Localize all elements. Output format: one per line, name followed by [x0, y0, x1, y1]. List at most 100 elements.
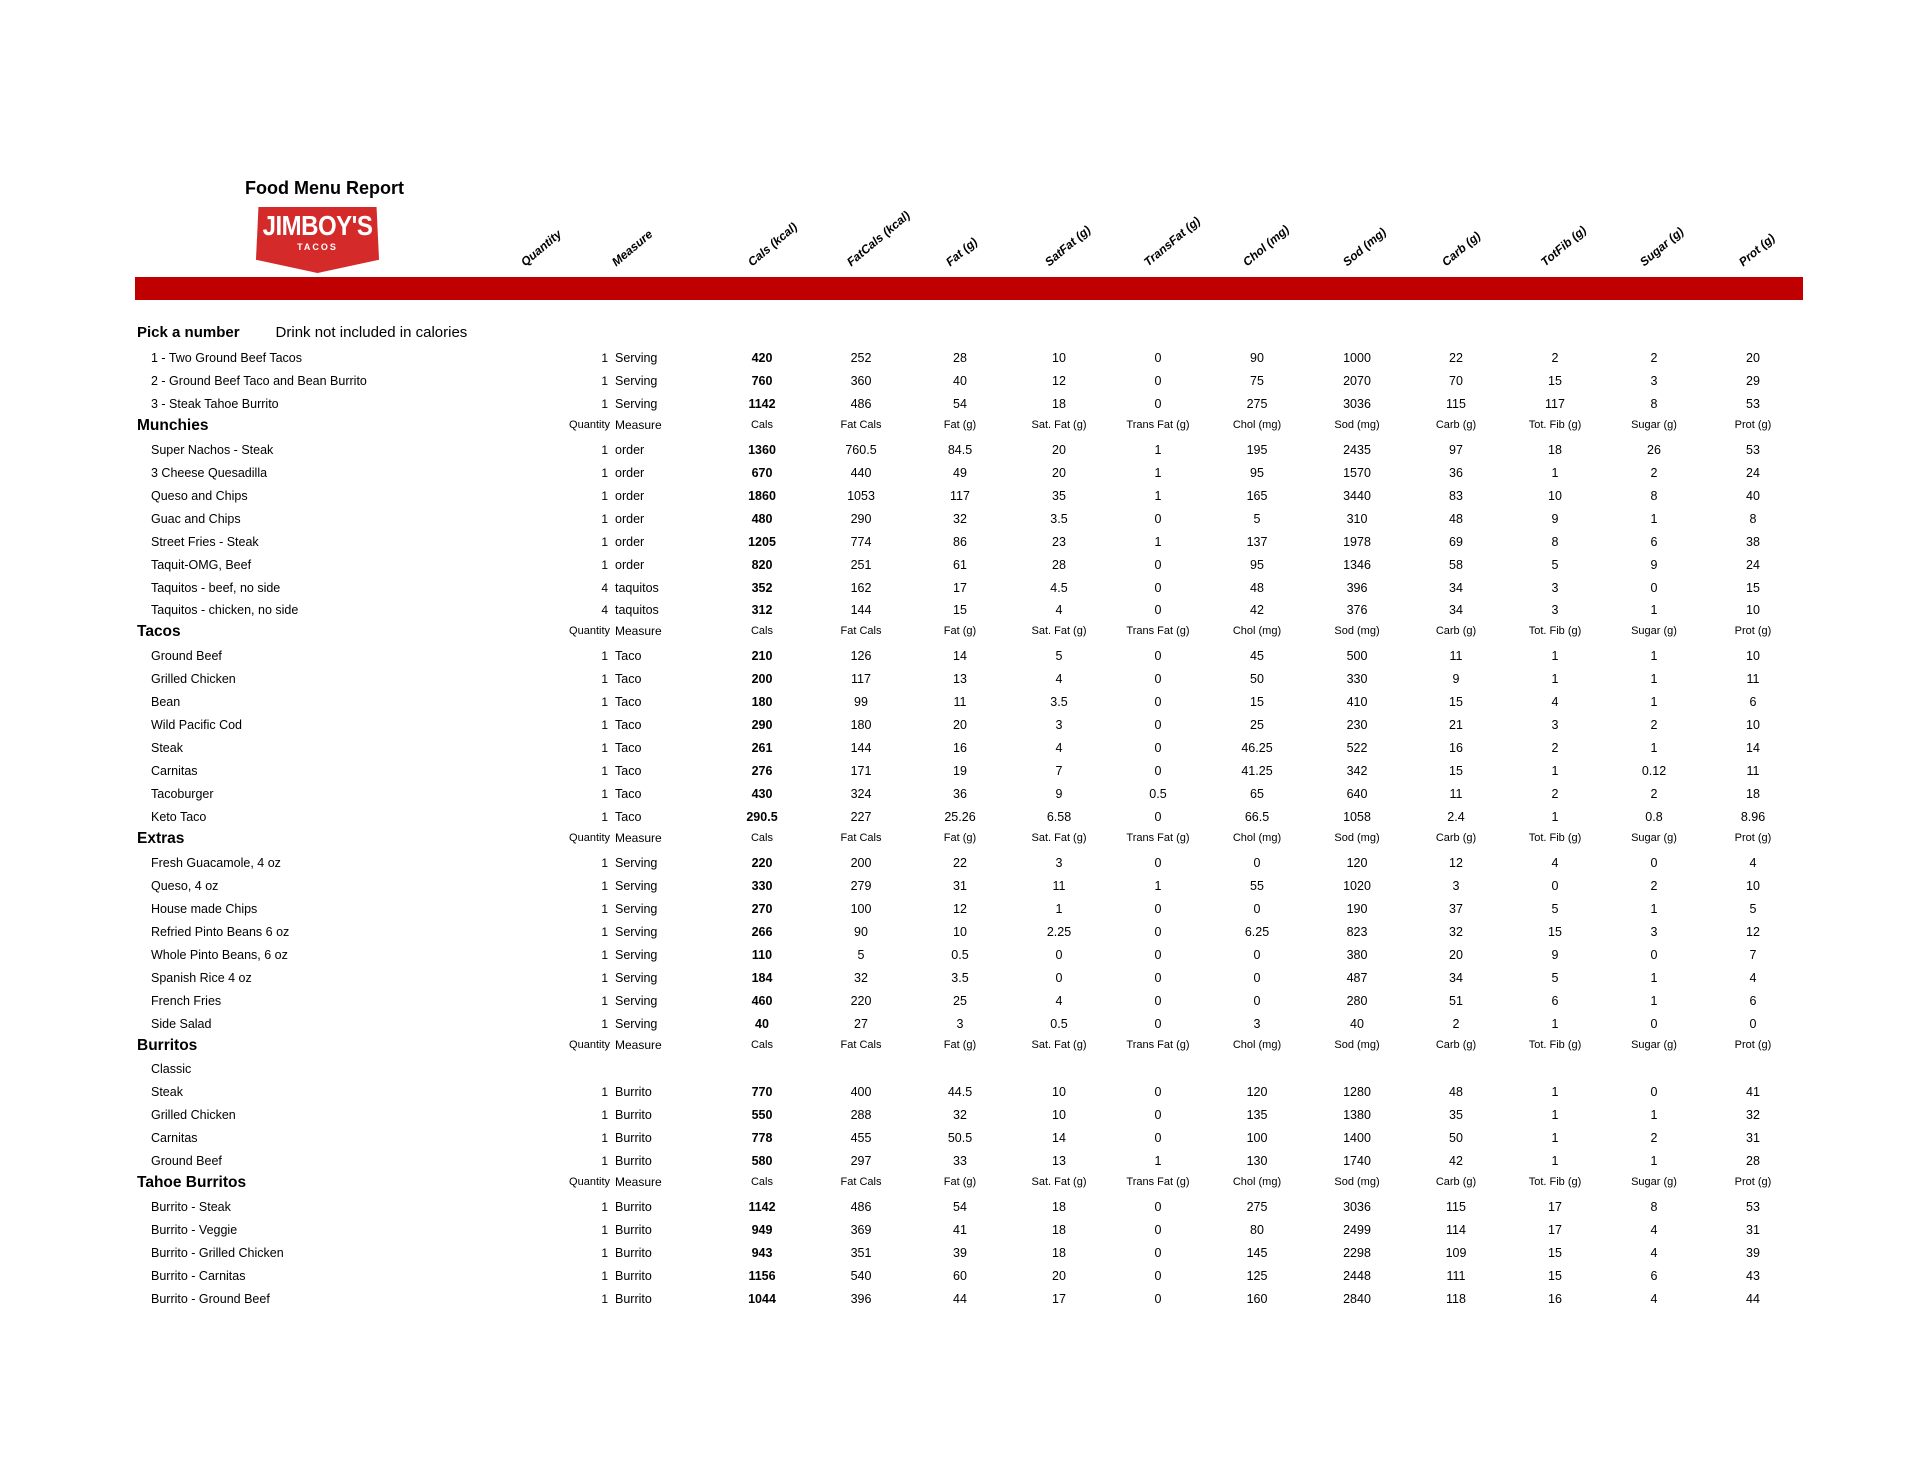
- item-value: 180: [751, 695, 773, 710]
- item-quantity: 1: [601, 649, 608, 664]
- item-value: 3: [1650, 373, 1658, 388]
- item-name: Fresh Guacamole, 4 oz: [151, 855, 281, 870]
- item-value: 50.5: [947, 1131, 973, 1146]
- item-value: 49: [953, 465, 967, 480]
- item-value: 1: [1650, 970, 1658, 985]
- item-value: 200: [751, 672, 773, 687]
- item-value: 145: [1246, 1246, 1268, 1261]
- table-row: Burrito - Veggie 1 Burrito 949 369 41 18 0 80 249…: [0, 1219, 1920, 1242]
- item-value: 360: [850, 373, 872, 388]
- item-value: 1058: [1343, 810, 1371, 824]
- item-value: 10: [1746, 649, 1760, 664]
- table-row: Steak 1 Burrito 770 400 44.5 10 0 120 1280 48 1 0 41: [0, 1081, 1920, 1104]
- subheader-5: Chol (mg): [1232, 1038, 1282, 1051]
- item-value: 118: [1446, 1291, 1466, 1306]
- column-header: SatFat (g): [1042, 222, 1094, 269]
- item-value: 0.12: [1641, 764, 1667, 779]
- item-value: 1570: [1343, 465, 1371, 480]
- table-row: Refried Pinto Beans 6 oz 1 Serving 266 90 10 2…: [0, 921, 1920, 944]
- item-name: Burrito - Ground Beef: [151, 1291, 270, 1306]
- table-row: Fresh Guacamole, 4 oz 1 Serving 220 200 22 3 0 0…: [0, 852, 1920, 875]
- item-quantity: 1: [601, 488, 608, 503]
- item-value: 0: [1055, 947, 1063, 962]
- column-header: Sod (mg): [1340, 224, 1389, 269]
- item-value: 580: [751, 1154, 773, 1169]
- item-name: Taquit-OMG, Beef: [151, 557, 252, 572]
- item-value: 330: [751, 878, 773, 893]
- item-value: 8.96: [1740, 810, 1766, 824]
- item-value: 40: [1746, 488, 1760, 503]
- item-value: 1: [1650, 511, 1658, 526]
- item-value: 171: [850, 764, 872, 779]
- item-value: 117: [1545, 396, 1565, 411]
- item-value: 210: [751, 649, 773, 664]
- item-value: 275: [1246, 396, 1268, 411]
- item-value: 6.58: [1046, 810, 1072, 824]
- item-measure: taquitos: [615, 580, 659, 595]
- item-value: 34: [1449, 970, 1463, 985]
- subheader-measure: Measure: [615, 624, 662, 639]
- item-value: 17: [1548, 1223, 1562, 1238]
- subheader-9: Sugar (g): [1631, 831, 1677, 844]
- item-value: 1: [1154, 1154, 1162, 1169]
- item-value: 5: [1551, 557, 1559, 572]
- item-value: 5: [1551, 901, 1559, 916]
- item-value: 1: [1154, 878, 1162, 893]
- table-row: 3 Cheese Quesadilla 1 order 670 440 49 20 1 95 15…: [0, 462, 1920, 485]
- item-value: 22: [953, 855, 967, 870]
- item-name: Grilled Chicken: [151, 672, 236, 687]
- subheader-0: Cals: [750, 1038, 773, 1051]
- item-value: 6: [1749, 993, 1757, 1008]
- table-row: Whole Pinto Beans, 6 oz 1 Serving 110 5 0.5 0 0…: [0, 944, 1920, 967]
- item-value: 3: [1650, 924, 1658, 939]
- item-quantity: 1: [601, 741, 608, 756]
- item-value: 290: [751, 718, 773, 733]
- item-value: 24: [1746, 557, 1760, 572]
- item-value: 1: [1650, 1154, 1658, 1169]
- item-measure: Burrito: [615, 1200, 652, 1215]
- item-value: 117: [950, 488, 970, 503]
- item-value: 1: [1551, 1108, 1559, 1123]
- item-value: 34: [1449, 580, 1463, 595]
- item-name: Carnitas: [151, 764, 198, 779]
- subheader-8: Tot. Fib (g): [1528, 625, 1582, 638]
- subheader-measure: Measure: [615, 1175, 662, 1190]
- item-value: 90: [1250, 351, 1264, 365]
- item-value: 4: [1055, 741, 1063, 756]
- subheader-0: Cals: [750, 1176, 773, 1189]
- item-value: 1: [1551, 465, 1559, 480]
- subheader-quantity: Quantity: [569, 418, 610, 431]
- item-value: 3: [1551, 603, 1559, 618]
- item-value: 6.25: [1244, 924, 1270, 939]
- item-value: 396: [850, 1291, 872, 1306]
- item-measure: Serving: [615, 970, 658, 985]
- item-value: 23: [1052, 534, 1066, 549]
- item-measure: Serving: [615, 924, 658, 939]
- item-value: 180: [850, 718, 872, 733]
- item-value: 86: [953, 534, 967, 549]
- item-value: 165: [1246, 488, 1268, 503]
- item-value: 27: [854, 1016, 868, 1031]
- item-quantity: 1: [601, 1108, 608, 1123]
- table-row: House made Chips 1 Serving 270 100 12 1 0 0 190 37…: [0, 898, 1920, 921]
- item-value: 20: [1052, 465, 1066, 480]
- item-value: 115: [1446, 1200, 1466, 1215]
- item-value: 80: [1250, 1223, 1264, 1238]
- item-value: 4: [1650, 1246, 1658, 1261]
- table-row: Spanish Rice 4 oz 1 Serving 184 32 3.5 0 0 0 487 3…: [0, 967, 1920, 990]
- item-value: 3: [956, 1016, 964, 1031]
- item-value: 135: [1246, 1108, 1268, 1123]
- item-value: 0: [1154, 810, 1162, 824]
- item-value: 41: [1746, 1085, 1760, 1100]
- table-row: Street Fries - Steak 1 order 1205 774 86 23 1 13…: [0, 531, 1920, 554]
- item-measure: Serving: [615, 396, 658, 411]
- item-value: 342: [1346, 764, 1368, 779]
- item-value: 297: [850, 1154, 872, 1169]
- item-value: 3: [1551, 580, 1559, 595]
- section-header: Extras Quantity Measure Cals Fat Cals Fat (g)…: [0, 827, 1920, 850]
- table-row: Taquitos - chicken, no side 4 taquitos 312 1…: [0, 599, 1920, 622]
- item-value: 25.26: [944, 810, 976, 824]
- item-value: 0.5: [1050, 1016, 1068, 1031]
- item-value: 37: [1449, 901, 1463, 916]
- subheader-4: Trans Fat (g): [1126, 1038, 1190, 1051]
